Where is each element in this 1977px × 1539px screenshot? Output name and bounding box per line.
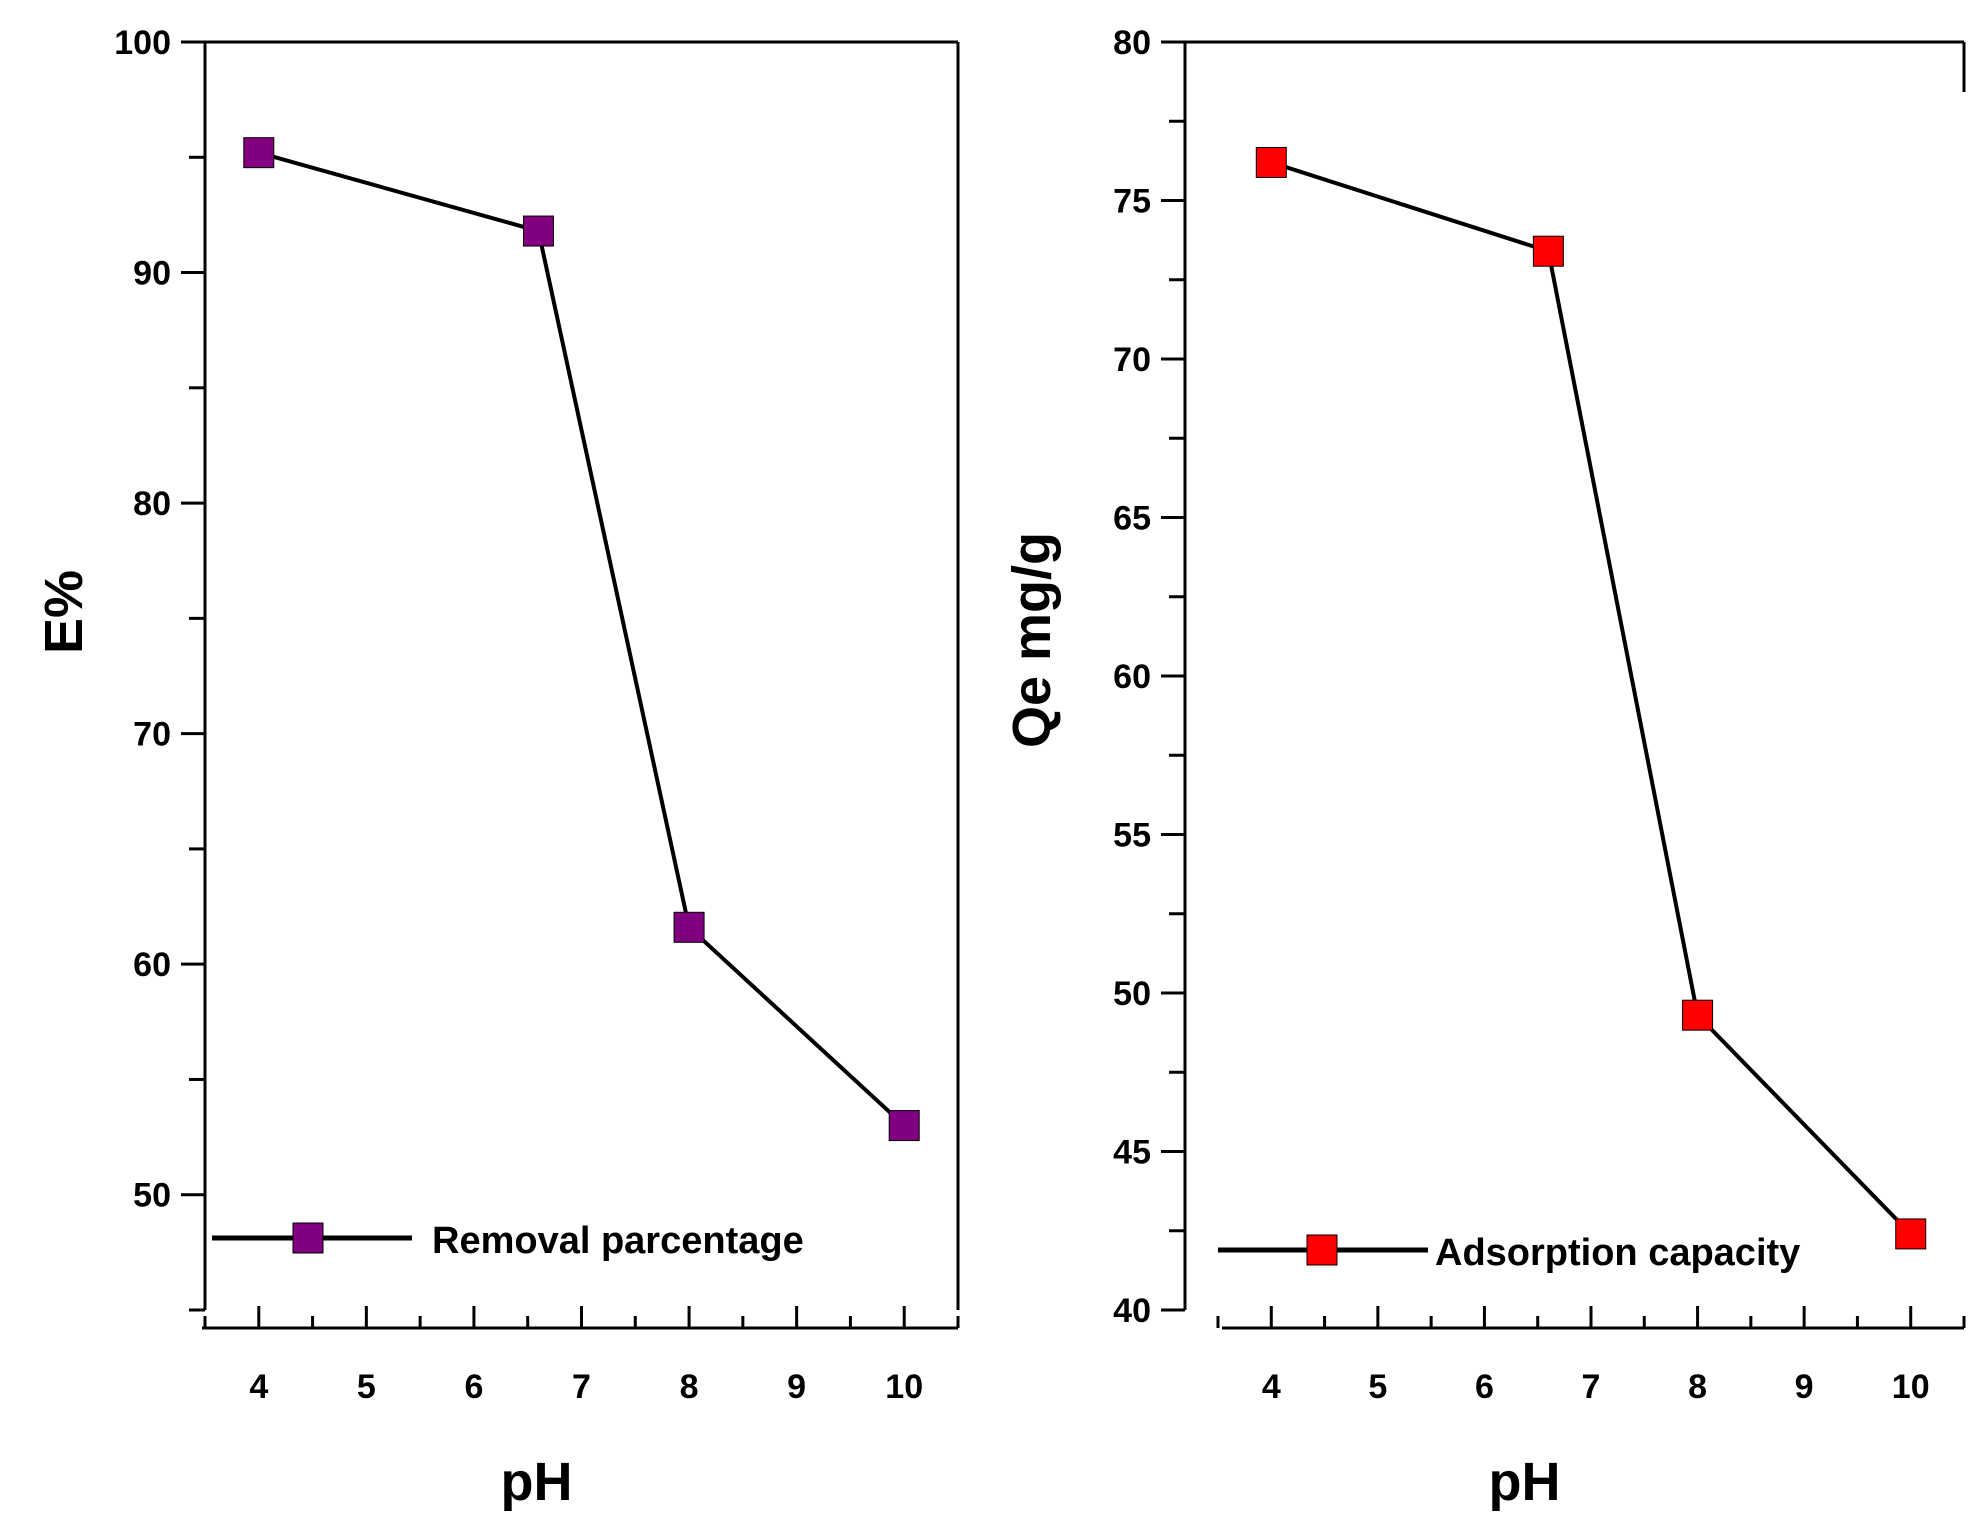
data-point bbox=[522, 215, 554, 247]
y-tick-label: 70 bbox=[133, 716, 171, 754]
y-tick-label: 70 bbox=[1113, 341, 1151, 379]
legend-marker bbox=[1306, 1234, 1338, 1266]
legend-label: Removal parcentage bbox=[432, 1220, 804, 1262]
x-tick-label: 10 bbox=[885, 1368, 923, 1406]
data-point bbox=[1255, 146, 1287, 178]
x-tick-label: 7 bbox=[572, 1368, 591, 1406]
y-tick-label: 65 bbox=[1113, 500, 1151, 538]
series-line bbox=[1270, 160, 1913, 1236]
y-axis-title: Qe mg/g bbox=[1002, 532, 1062, 748]
y-tick-label: 60 bbox=[133, 946, 171, 984]
x-tick-label: 7 bbox=[1582, 1368, 1601, 1406]
x-tick-label: 5 bbox=[1368, 1368, 1387, 1406]
data-point bbox=[243, 137, 275, 169]
x-tick-label: 5 bbox=[357, 1368, 376, 1406]
x-tick-label: 6 bbox=[464, 1368, 483, 1406]
y-tick-label: 40 bbox=[1113, 1292, 1151, 1330]
x-tick-label: 6 bbox=[1475, 1368, 1494, 1406]
y-tick-label: 50 bbox=[133, 1177, 171, 1215]
y-tick-label: 90 bbox=[133, 255, 171, 293]
y-tick-label: 75 bbox=[1113, 183, 1151, 221]
x-tick-label: 9 bbox=[787, 1368, 806, 1406]
y-tick-label: 100 bbox=[114, 24, 171, 62]
x-axis-title: pH bbox=[501, 1452, 573, 1512]
data-point bbox=[1682, 999, 1714, 1031]
series-line bbox=[258, 150, 906, 1128]
y-tick-label: 60 bbox=[1113, 658, 1151, 696]
chart-left: 4 5 6 7 8 9 10 50 60 70 80 90 100 pH E% Removal parcent… bbox=[34, 24, 960, 1512]
x-tick-label: 8 bbox=[680, 1368, 699, 1406]
data-point bbox=[888, 1110, 920, 1142]
x-tick-label: 9 bbox=[1795, 1368, 1814, 1406]
x-tick-label: 4 bbox=[249, 1368, 268, 1406]
y-tick-label: 80 bbox=[1113, 24, 1151, 62]
y-tick-label: 80 bbox=[133, 485, 171, 523]
x-tick-label: 8 bbox=[1688, 1368, 1707, 1406]
x-tick-label: 4 bbox=[1262, 1368, 1281, 1406]
y-tick-label: 55 bbox=[1113, 817, 1151, 855]
y-tick-label: 45 bbox=[1113, 1134, 1151, 1172]
y-axis-title: E% bbox=[34, 570, 94, 654]
data-point bbox=[673, 911, 705, 943]
y-tick-label: 50 bbox=[1113, 975, 1151, 1013]
x-tick-label: 10 bbox=[1892, 1368, 1930, 1406]
legend-marker bbox=[292, 1222, 324, 1254]
data-point bbox=[1532, 235, 1564, 267]
x-axis-title: pH bbox=[1489, 1452, 1561, 1512]
legend-label: Adsorption capacity bbox=[1435, 1232, 1800, 1274]
data-point bbox=[1895, 1218, 1927, 1250]
